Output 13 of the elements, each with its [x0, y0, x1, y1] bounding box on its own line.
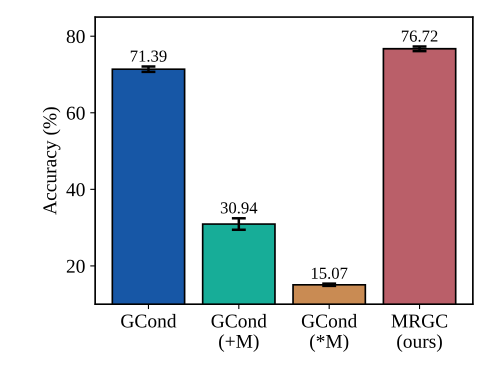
data-label: 30.94	[220, 202, 258, 214]
y-tick-label: 60	[66, 106, 85, 120]
y-tick-label: 80	[66, 30, 85, 44]
x-tick-label: GCond	[121, 314, 176, 328]
y-tick-label: 40	[66, 183, 85, 196]
x-tick-label: GCond (+M)	[212, 314, 267, 352]
data-label: 71.39	[130, 50, 167, 62]
data-label: 76.72	[402, 30, 438, 42]
data-label: 15.07	[312, 268, 348, 279]
x-tick-label: MRGC (ours)	[391, 314, 448, 352]
y-tick-label: 20	[66, 260, 85, 273]
x-tick-label: GCond (*M)	[302, 314, 358, 352]
y-axis-title: Accuracy (%)	[42, 107, 60, 215]
